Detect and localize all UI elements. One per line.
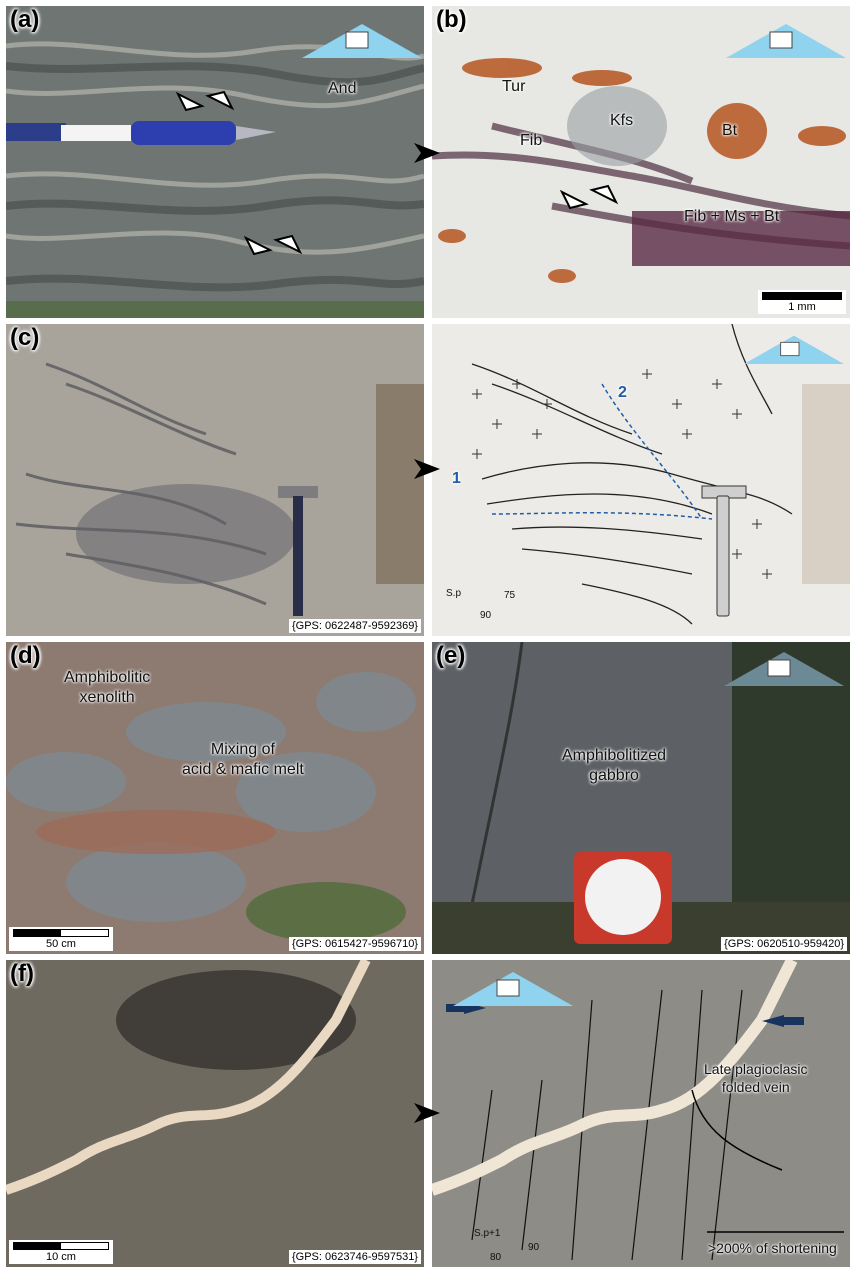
sketch-c-strike: 90 (480, 610, 492, 621)
gps-c: {GPS: 0622487-9592369} (288, 619, 421, 633)
sketch-f-strike: 90 (528, 1242, 540, 1253)
mineral-label-tur: Tur (502, 78, 526, 95)
panel-c-photo: (c) {GPS: 0622487-9592369} (6, 324, 424, 636)
orientation-icon (726, 24, 846, 58)
panel-label-a: (a) (10, 6, 40, 33)
panel-label-e: (e) (436, 642, 466, 669)
shear-sense-icon (560, 184, 619, 210)
panel-d: (d) Amphibolitic xenolith Mixing of acid… (6, 642, 424, 954)
panel-label-c: (c) (10, 324, 40, 351)
sketch-f (432, 960, 850, 1267)
sketch-c-label-1: 1 (452, 470, 461, 487)
label-folded-vein: Late plagioclasic folded vein (704, 1061, 808, 1095)
panel-label-b: (b) (436, 6, 467, 33)
orientation-icon (744, 335, 844, 364)
shear-sense-icon (176, 90, 235, 112)
panel-label-d: (d) (10, 642, 41, 669)
scale-bar-d: 50 cm (9, 927, 113, 951)
label-shortening: >200% of shortening (708, 1240, 837, 1256)
gps-e: {GPS: 0620510-959420} (721, 937, 847, 951)
outcrop-photo-f (6, 960, 424, 1267)
panel-f-sketch: Late plagioclasic folded vein >200% of s… (432, 960, 850, 1267)
panel-b: (b) Tur Kfs Bt Fib Fib + Ms + Bt 1 mm (432, 6, 850, 318)
label-mixing-melt: Mixing of acid & mafic melt (182, 741, 304, 778)
gps-d: {GPS: 0615427-9596710} (288, 937, 421, 951)
scale-bar-f: 10 cm (9, 1240, 113, 1264)
arrow-right-icon (414, 143, 440, 163)
label-amphibolitized-gabbro: Amphibolitized gabbro (562, 747, 667, 784)
sketch-c-label-2: 2 (618, 384, 627, 401)
orientation-icon (302, 24, 422, 58)
arrow-right-icon (414, 1103, 440, 1123)
mineral-label-fib: Fib (520, 132, 543, 149)
mineral-label-kfs: Kfs (610, 112, 634, 129)
arrow-right-icon (414, 459, 440, 479)
panel-label-f: (f) (10, 960, 34, 987)
panel-f-photo: (f) 10 cm {GPS: 0623746-9597531} (6, 960, 424, 1267)
orientation-icon (724, 652, 844, 686)
shear-sense-icon (244, 234, 303, 256)
mineral-label-fib-ms-bt: Fib + Ms + Bt (684, 208, 780, 225)
panel-c-sketch: 1 2 S.p 75 90 (432, 324, 850, 636)
sketch-c-sp: S.p (446, 588, 462, 599)
panel-a: (a) And (6, 6, 424, 318)
orientation-icon (453, 972, 573, 1006)
label-amphibolitic-xenolith: Amphibolitic xenolith (64, 669, 151, 706)
outcrop-photo-c (6, 324, 424, 636)
panel-e: (e) Amphibolitized gabbro {GPS: 0620510-… (432, 642, 850, 954)
sketch-c-dip: 75 (504, 590, 516, 601)
thin-section-photo-b (432, 6, 850, 318)
mineral-label-bt: Bt (722, 122, 738, 139)
mineral-label-and: And (328, 80, 357, 97)
outcrop-photo-d (6, 642, 424, 954)
gps-f: {GPS: 0623746-9597531} (288, 1250, 421, 1264)
outcrop-photo-e (432, 642, 850, 954)
sketch-f-dip: 80 (490, 1252, 502, 1263)
sketch-f-sp: S.p+1 (474, 1228, 501, 1239)
scale-bar-b: 1 mm (758, 290, 846, 314)
sketch-c (432, 324, 850, 636)
